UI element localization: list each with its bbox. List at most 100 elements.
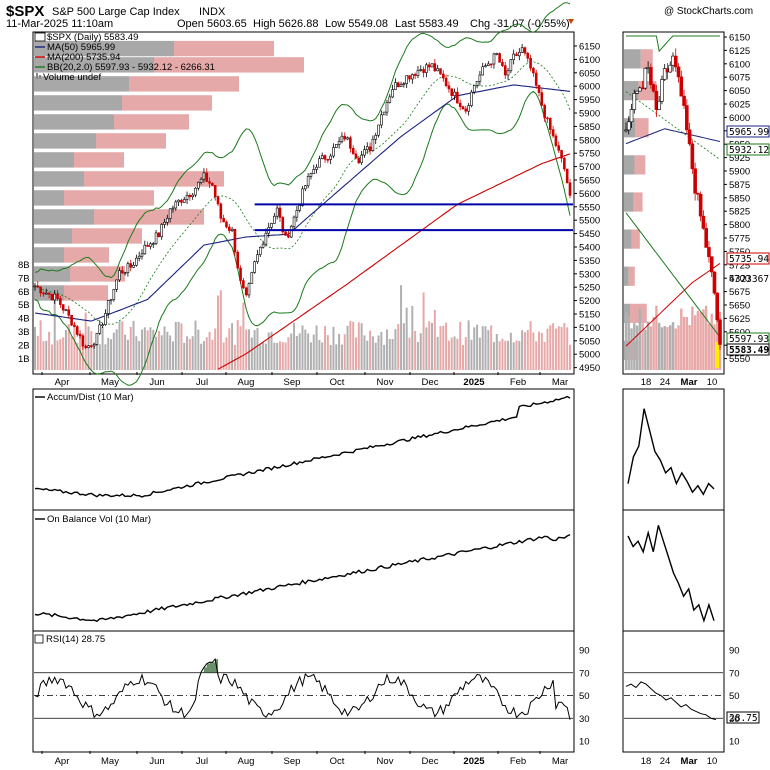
zoom-candle-body xyxy=(657,100,661,110)
candle-body xyxy=(450,88,454,96)
zoom-month-label: Mar xyxy=(681,377,698,388)
volume-bar xyxy=(217,295,220,370)
candle-body xyxy=(59,298,62,305)
volume-bar xyxy=(462,344,464,370)
candle-body xyxy=(357,157,361,164)
zoom-bb-middle xyxy=(625,91,721,160)
price-tick-label: 5200 xyxy=(579,296,600,307)
zoom-candle-body xyxy=(685,105,689,131)
down-arrow-icon xyxy=(568,19,574,24)
volume-bar xyxy=(324,326,327,370)
price-panel: 6150 6100 6050 6000 5950 5900 5850 5800 5750 5700… xyxy=(18,2,600,388)
candle-body xyxy=(42,292,45,295)
vbp-down-bar-13 xyxy=(64,285,108,301)
candle-body xyxy=(503,65,507,76)
volume-bar xyxy=(73,322,76,370)
zoom-volume-bar xyxy=(652,316,655,370)
candle-body xyxy=(464,108,468,112)
candle-body xyxy=(411,74,414,80)
volume-bar xyxy=(411,305,414,370)
zoom-price-tick-label: 5625 xyxy=(729,314,750,325)
candle-body xyxy=(273,215,276,224)
zoom-vbp-up xyxy=(624,229,632,249)
zoom-volume-bar xyxy=(630,328,633,370)
zoom-candle-body xyxy=(696,192,700,195)
tag-bbmid: 5932.12 xyxy=(729,145,769,156)
volume-bar xyxy=(290,333,293,370)
volume-bar xyxy=(194,320,197,370)
candle-body xyxy=(211,182,214,186)
candle-body xyxy=(239,267,242,281)
volume-bar xyxy=(402,323,405,370)
candle-body xyxy=(475,80,479,86)
candle-body xyxy=(501,61,504,66)
volume-bar xyxy=(95,339,98,370)
zoom-volume-bar xyxy=(627,315,630,370)
tag-ma50: 5965.99 xyxy=(729,127,769,138)
volume-bar xyxy=(118,321,121,370)
vbp-down-bar-11 xyxy=(64,247,109,263)
price-tick-label: 5450 xyxy=(579,229,600,240)
legend-spx: $SPX (Daily) 5583.49 xyxy=(47,32,138,43)
zoom-volume-bar xyxy=(655,305,658,370)
candle-body xyxy=(320,155,324,159)
candle-body xyxy=(219,203,223,219)
candle-body xyxy=(436,68,439,72)
zoom-month-label: Mar xyxy=(681,756,698,767)
candle-body xyxy=(287,235,290,238)
volume-bar xyxy=(259,344,262,370)
zoom-price-tick-label: 5550 xyxy=(729,354,750,365)
zoom-candle-body xyxy=(673,55,678,68)
obv-line xyxy=(34,533,571,623)
candle-body xyxy=(182,199,186,203)
last-bar-highlight xyxy=(715,342,719,368)
vbp-up-bar-7 xyxy=(34,171,84,187)
candle-body xyxy=(444,77,448,87)
price-tick-label: 5300 xyxy=(579,269,600,280)
zoom-candle-body xyxy=(718,319,722,345)
volume-bar xyxy=(84,312,87,370)
volume-bar xyxy=(445,322,448,370)
volume-bar xyxy=(369,330,372,370)
volume-bar xyxy=(433,309,436,370)
candle-body xyxy=(78,334,82,337)
candle-body xyxy=(264,232,268,245)
month-label: Apr xyxy=(55,377,70,388)
volume-bar xyxy=(64,330,67,370)
candle-body xyxy=(298,205,301,211)
zoom-vbp-up xyxy=(624,192,634,212)
candle-body xyxy=(360,154,363,164)
candle-body xyxy=(430,63,434,68)
obv-label: On Balance Vol (10 Mar) xyxy=(47,514,151,525)
vbp-up-bar-4 xyxy=(34,114,114,130)
ad-zoom-line xyxy=(627,408,715,496)
zoom-volume-bar xyxy=(649,326,653,370)
zoom-vbp-down xyxy=(640,49,653,69)
candle-body xyxy=(461,106,465,110)
volume-bar xyxy=(490,325,493,370)
candle-body xyxy=(140,253,144,257)
month-label: Jun xyxy=(149,377,164,388)
candle-body xyxy=(377,124,380,136)
zoom-volume-bar xyxy=(657,322,661,370)
candle-body xyxy=(188,195,192,198)
volume-bar xyxy=(219,290,222,370)
volume-bar xyxy=(408,337,411,370)
candle-body xyxy=(433,63,437,72)
volume-bar xyxy=(456,338,459,370)
zoom-price-tick-label: 5650 xyxy=(729,301,750,312)
candle-body xyxy=(236,251,240,269)
bb-upper-line xyxy=(34,2,571,279)
volume-bar xyxy=(566,327,569,370)
volume-bar xyxy=(180,323,183,370)
volume-bar xyxy=(59,339,62,370)
candle-body xyxy=(374,134,378,140)
rsi-tick-label: 50 xyxy=(729,691,740,702)
zoom-candle-body xyxy=(638,87,642,92)
price-tick-label: 5600 xyxy=(579,189,600,200)
volume-bar xyxy=(416,342,419,370)
volume-bar xyxy=(535,341,538,370)
candle-body xyxy=(278,207,282,218)
volume-bar xyxy=(107,338,110,370)
zoom-price-tick-label: 5800 xyxy=(729,220,750,231)
